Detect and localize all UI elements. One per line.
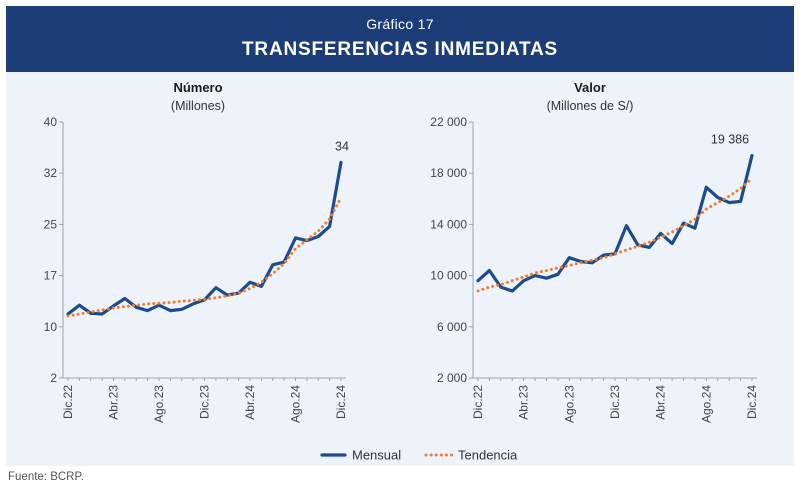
panel-0-x-tick-label: Ago.24	[289, 385, 303, 423]
panel-1-series-mensual	[476, 153, 754, 293]
panel-1-x-tick-label: Dic.23	[608, 385, 622, 419]
panel-1-title: Valor	[574, 80, 606, 95]
panel-1-y-tick-label: 18 000	[430, 166, 467, 180]
panel-1-x-tick-label: Ago.24	[699, 385, 713, 423]
legend-tendencia-label: Tendencia	[458, 448, 518, 463]
panel-0-series-tendencia	[66, 196, 343, 318]
panel-1-y-tick-label: 22 000	[430, 115, 467, 129]
panel-1-y-tick-label: 2 000	[437, 371, 467, 385]
panel-0-x-tick-label: Dic.23	[198, 385, 212, 419]
panel-1-y-tick-label: 10 000	[430, 269, 467, 283]
panel-1-last-value-label: 19 386	[711, 132, 749, 146]
panel-0-y-tick-label: 2	[50, 371, 57, 385]
panel-1-x-tick-label: Dic.24	[745, 385, 759, 419]
panel-0-y-tick-label: 10	[44, 320, 58, 334]
chart-header: Gráfico 17 TRANSFERENCIAS INMEDIATAS	[6, 6, 794, 72]
source-note: Fuente: BCRP.	[8, 471, 84, 483]
panel-1-x-tick-label: Abr.24	[654, 385, 668, 420]
panel-0-y-tick-label: 32	[44, 166, 58, 180]
panel-1-subtitle: (Millones de S/)	[547, 99, 634, 113]
panel-0-title: Número	[173, 80, 222, 95]
panel-0-x-tick-label: Abr.24	[243, 385, 257, 420]
panel-0-series-mensual	[66, 160, 343, 316]
panel-0-subtitle: (Millones)	[171, 99, 225, 113]
panel-0-x-tick-label: Abr.23	[107, 385, 121, 420]
panel-1-series-tendencia	[476, 176, 754, 293]
panel-1-x-tick-label: Abr.23	[517, 385, 531, 420]
panel-1-x-tick-label: Ago.23	[562, 385, 576, 423]
panel-0-x-tick-label: Dic.24	[334, 385, 348, 419]
legend-mensual-label: Mensual	[352, 448, 401, 463]
panel-1-y-tick-label: 6 000	[437, 320, 467, 334]
panel-1-y-tick-label: 14 000	[430, 217, 467, 231]
panel-0-y-tick-label: 17	[44, 269, 58, 283]
panel-0-y-tick-label: 25	[44, 217, 58, 231]
panel-0-last-value-label: 34	[335, 139, 349, 153]
chart-number: Gráfico 17	[366, 16, 434, 32]
panel-1-x-tick-label: Dic.22	[471, 385, 485, 419]
panel-0-x-tick-label: Ago.23	[152, 385, 166, 423]
chart-title: TRANSFERENCIAS INMEDIATAS	[242, 39, 558, 60]
panel-0-x-tick-label: Dic.22	[61, 385, 75, 419]
panel-0-y-tick-label: 40	[44, 115, 58, 129]
